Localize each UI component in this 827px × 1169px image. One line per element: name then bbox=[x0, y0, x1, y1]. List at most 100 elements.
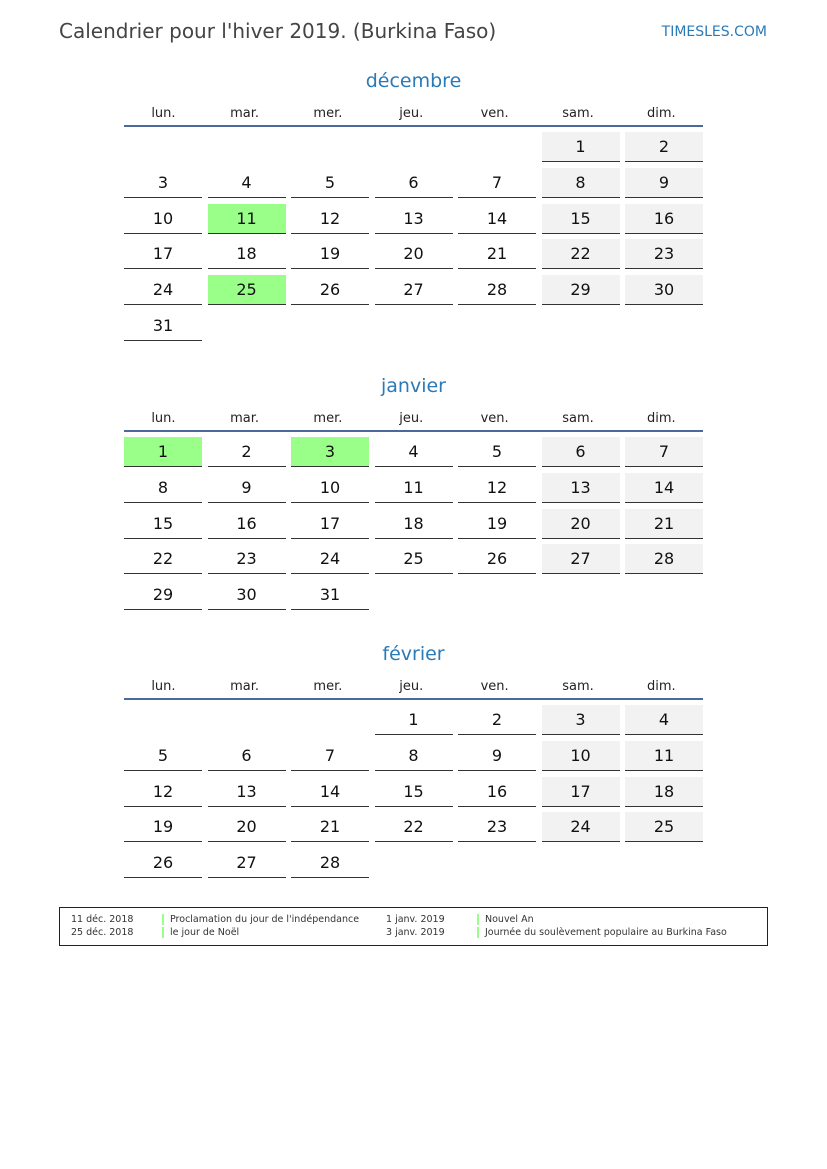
day-cell: 1 bbox=[374, 705, 453, 735]
day-cell: 11 bbox=[625, 740, 703, 771]
day-cell: 13 bbox=[207, 777, 286, 807]
legend-date: 3 janv. 2019 bbox=[386, 927, 445, 938]
day-cell: 8 bbox=[374, 741, 453, 771]
day-cell: 18 bbox=[625, 776, 703, 807]
day-cell: 1 bbox=[541, 132, 620, 162]
weekday-label: jeu. bbox=[399, 411, 424, 426]
day-cell: 13 bbox=[374, 204, 453, 234]
day-cell: 10 bbox=[291, 473, 369, 503]
holiday-marker-icon bbox=[477, 927, 479, 938]
weekday-label: mer. bbox=[313, 106, 343, 121]
day-cell: 6 bbox=[541, 437, 620, 467]
weekday-label: lun. bbox=[151, 411, 176, 426]
brand-link[interactable]: TIMESLES.COM bbox=[661, 24, 767, 40]
day-cell: 23 bbox=[625, 239, 703, 270]
day-cell: 21 bbox=[625, 508, 703, 539]
legend-holiday-name: le jour de Noël bbox=[170, 927, 240, 938]
day-cell: 28 bbox=[291, 848, 369, 879]
day-cell: 4 bbox=[374, 437, 453, 467]
day-cell: 17 bbox=[541, 776, 620, 807]
day-cell: 20 bbox=[374, 239, 453, 270]
day-cell: 2 bbox=[207, 437, 286, 467]
day-cell: 15 bbox=[374, 777, 453, 807]
weekday-label: ven. bbox=[480, 679, 509, 694]
day-cell: 30 bbox=[625, 275, 703, 306]
day-cell: 9 bbox=[458, 741, 536, 771]
day-cell: 7 bbox=[625, 437, 703, 467]
legend-date: 11 déc. 2018 bbox=[71, 914, 134, 925]
day-cell: 3 bbox=[541, 705, 620, 735]
day-cell: 25 bbox=[625, 812, 703, 843]
day-cell: 25 bbox=[207, 275, 286, 306]
month-name: février bbox=[382, 643, 445, 665]
day-cell: 16 bbox=[207, 509, 286, 539]
legend-holiday-name: Journée du soulèvement populaire au Burk… bbox=[485, 927, 727, 938]
day-cell: 24 bbox=[124, 275, 202, 306]
day-cell: 10 bbox=[124, 204, 202, 234]
day-cell: 2 bbox=[625, 132, 703, 162]
weekday-header: lun. mar. mer. jeu. ven. sam. dim. bbox=[124, 411, 703, 432]
day-cell: 9 bbox=[625, 167, 703, 198]
day-cell: 19 bbox=[291, 239, 369, 270]
weekday-label: lun. bbox=[151, 679, 176, 694]
holiday-marker-icon bbox=[162, 914, 164, 925]
day-cell: 24 bbox=[541, 812, 620, 843]
day-cell: 30 bbox=[207, 580, 286, 611]
month-1: janvier lun. mar. mer. jeu. ven. sam. dim. 1 2 3 4 5… bbox=[124, 375, 703, 611]
weekday-label: jeu. bbox=[399, 679, 424, 694]
legend-holiday-name: Nouvel An bbox=[485, 914, 534, 925]
day-cell: 16 bbox=[458, 777, 536, 807]
day-cell: 11 bbox=[207, 203, 286, 234]
day-cell: 12 bbox=[458, 473, 536, 503]
weekday-label: mar. bbox=[230, 679, 259, 694]
weekday-label: mar. bbox=[230, 106, 259, 121]
weekday-label: ven. bbox=[480, 106, 509, 121]
weekday-label: lun. bbox=[151, 106, 176, 121]
day-cell: 26 bbox=[458, 544, 536, 575]
weekday-label: mar. bbox=[230, 411, 259, 426]
day-cell: 12 bbox=[124, 777, 202, 807]
day-cell: 31 bbox=[291, 580, 369, 611]
day-cell: 19 bbox=[124, 812, 202, 843]
day-cell: 18 bbox=[207, 239, 286, 270]
day-cell: 27 bbox=[374, 275, 453, 306]
day-cell: 10 bbox=[541, 740, 620, 771]
day-cell: 28 bbox=[625, 544, 703, 575]
weekday-header: lun. mar. mer. jeu. ven. sam. dim. bbox=[124, 679, 703, 700]
weekday-label: dim. bbox=[647, 106, 676, 121]
weekday-header: lun. mar. mer. jeu. ven. sam. dim. bbox=[124, 106, 703, 127]
day-cell: 27 bbox=[541, 544, 620, 575]
day-cell: 26 bbox=[124, 848, 202, 879]
day-cell: 17 bbox=[124, 239, 202, 270]
day-cell: 8 bbox=[124, 473, 202, 503]
day-cell: 26 bbox=[291, 275, 369, 306]
weekday-label: sam. bbox=[562, 106, 594, 121]
day-cell: 21 bbox=[458, 239, 536, 270]
holiday-legend: 11 déc. 2018 Proclamation du jour de l'in… bbox=[59, 907, 768, 946]
day-cell: 3 bbox=[124, 168, 202, 198]
day-cell: 5 bbox=[124, 741, 202, 771]
day-cell: 13 bbox=[541, 472, 620, 503]
weekday-label: jeu. bbox=[399, 106, 424, 121]
holiday-marker-icon bbox=[162, 927, 164, 938]
holiday-marker-icon bbox=[477, 914, 479, 925]
day-cell: 8 bbox=[541, 167, 620, 198]
day-cell: 23 bbox=[207, 544, 286, 575]
day-cell: 21 bbox=[291, 812, 369, 843]
weekday-label: sam. bbox=[562, 679, 594, 694]
day-cell: 1 bbox=[124, 437, 202, 467]
weekday-label: sam. bbox=[562, 411, 594, 426]
day-cell: 18 bbox=[374, 509, 453, 539]
month-name: janvier bbox=[381, 375, 446, 397]
day-cell: 15 bbox=[124, 509, 202, 539]
day-cell: 25 bbox=[374, 544, 453, 575]
weekday-label: dim. bbox=[647, 679, 676, 694]
day-cell: 11 bbox=[374, 473, 453, 503]
day-cell: 20 bbox=[541, 508, 620, 539]
day-cell: 7 bbox=[291, 741, 369, 771]
day-cell: 15 bbox=[541, 203, 620, 234]
day-cell: 24 bbox=[291, 544, 369, 575]
day-cell: 4 bbox=[625, 705, 703, 735]
day-cell: 22 bbox=[541, 239, 620, 270]
day-cell: 23 bbox=[458, 812, 536, 843]
